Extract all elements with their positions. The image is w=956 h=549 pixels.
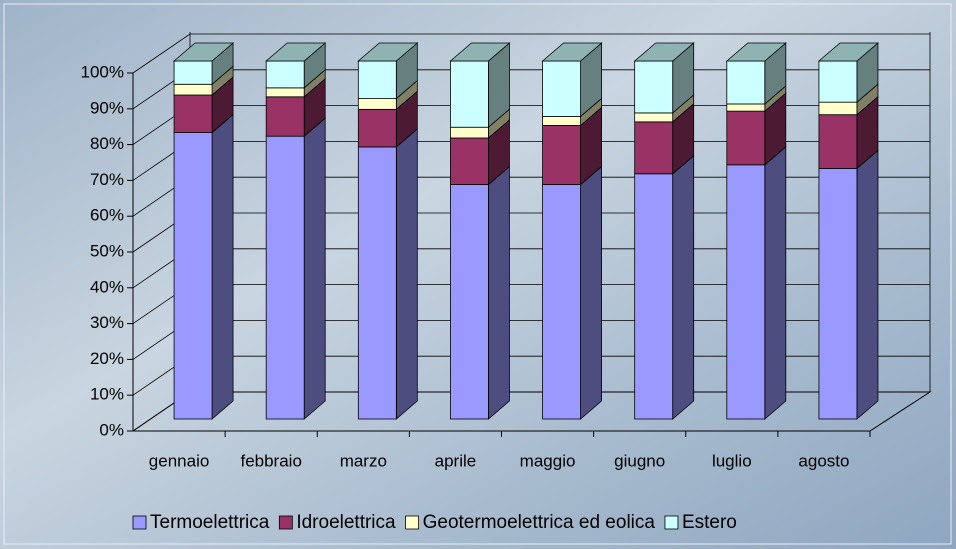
bar <box>357 146 397 420</box>
y-tick-label: 0% <box>99 420 124 439</box>
x-tick-label: luglio <box>712 451 752 470</box>
bar <box>265 60 305 89</box>
legend-swatch <box>405 515 420 530</box>
bar <box>542 125 581 185</box>
x-tick-label: marzo <box>340 451 387 470</box>
y-tick-label: 100% <box>81 62 124 81</box>
bar <box>357 60 397 99</box>
bar-top <box>265 42 327 62</box>
bar <box>634 112 674 123</box>
bar <box>726 164 766 420</box>
grid-line <box>132 33 930 74</box>
bar <box>173 83 213 96</box>
legend-label: Idroelettrica <box>296 512 396 533</box>
bar <box>726 103 766 112</box>
bar <box>265 96 305 137</box>
bar <box>450 137 489 185</box>
bar <box>542 116 581 126</box>
bar <box>818 101 858 116</box>
bar <box>173 60 213 85</box>
bar-top <box>541 42 603 62</box>
bar <box>818 167 858 420</box>
bar-side <box>303 117 326 420</box>
bar <box>634 121 674 175</box>
bar <box>450 184 489 420</box>
bar-top <box>633 42 695 62</box>
bar <box>726 60 766 105</box>
bar-top <box>172 42 235 62</box>
legend-swatch <box>664 515 679 530</box>
bar <box>173 132 213 420</box>
bar <box>357 98 397 110</box>
bar-side <box>672 154 695 420</box>
x-tick-label: giugno <box>614 451 665 470</box>
y-tick-label: 30% <box>90 313 124 332</box>
x-tick-label: agosto <box>798 451 849 470</box>
bar <box>450 60 489 128</box>
bar-side <box>580 165 602 420</box>
y-tick-label: 60% <box>90 206 124 225</box>
bar-side <box>395 128 418 420</box>
y-tick-label: 20% <box>90 349 124 368</box>
y-tick-label: 90% <box>90 98 124 117</box>
bar-top <box>725 42 787 62</box>
bar-top <box>817 42 880 62</box>
bar-side <box>211 113 234 420</box>
y-tick-label: 50% <box>90 241 124 260</box>
chart-border <box>3 3 952 545</box>
bar <box>634 60 674 114</box>
y-tick-label: 80% <box>90 134 124 153</box>
bar <box>450 126 489 139</box>
bar-side <box>488 165 510 420</box>
x-tick-label: gennaio <box>149 451 210 470</box>
legend-label: Estero <box>682 512 737 533</box>
legend-label: Termoelettrica <box>150 512 270 533</box>
bar <box>265 87 305 98</box>
legend-swatch <box>132 515 147 530</box>
x-tick-label: aprile <box>435 451 477 470</box>
bar <box>173 94 213 134</box>
legend-swatch <box>278 515 293 530</box>
bar-side <box>764 145 787 420</box>
bar <box>726 110 766 166</box>
bar <box>818 60 858 103</box>
bar <box>818 114 858 169</box>
x-tick-label: febbraio <box>240 451 301 470</box>
bar <box>634 173 674 420</box>
bar-top <box>357 42 419 62</box>
bar <box>357 108 397 148</box>
y-tick-label: 10% <box>90 385 124 404</box>
legend-label: Geotermoelettrica ed eolica <box>423 512 656 533</box>
bar <box>265 135 305 420</box>
x-tick-label: maggio <box>520 451 576 470</box>
bar <box>542 60 581 117</box>
bar-top <box>449 42 511 62</box>
bar-side <box>856 149 879 420</box>
y-tick-label: 40% <box>90 277 124 296</box>
y-tick-label: 70% <box>90 170 124 189</box>
bar <box>542 184 581 420</box>
